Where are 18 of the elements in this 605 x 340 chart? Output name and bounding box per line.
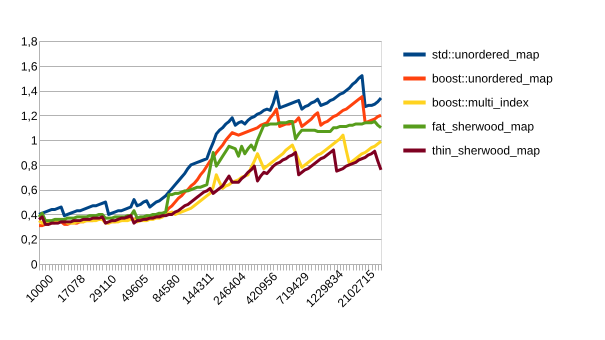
line-series bbox=[38, 148, 382, 226]
y-tick-label: 0,4 bbox=[20, 208, 38, 222]
legend-label: fat_sherwood_map bbox=[432, 120, 534, 134]
y-tick-label: 0 bbox=[30, 258, 38, 272]
line-series bbox=[38, 74, 382, 218]
y-tick-label: 1,4 bbox=[20, 84, 38, 98]
legend-label: boost::unordered_map bbox=[432, 72, 554, 86]
y-tick-label: 1 bbox=[30, 134, 38, 148]
y-tick-label: 1,8 bbox=[20, 34, 38, 48]
line-series bbox=[38, 120, 382, 222]
y-tick-label: 1,6 bbox=[20, 59, 38, 74]
y-tick-label: 1,2 bbox=[20, 108, 38, 123]
y-tick-label: 0,2 bbox=[20, 232, 38, 247]
y-tick-label: 0,8 bbox=[20, 158, 38, 172]
legend-label: thin_sherwood_map bbox=[432, 144, 540, 158]
y-tick-label: 0,6 bbox=[20, 183, 38, 198]
legend-label: std::unordered_map bbox=[432, 48, 540, 62]
legend-label: boost::multi_index bbox=[432, 96, 529, 110]
